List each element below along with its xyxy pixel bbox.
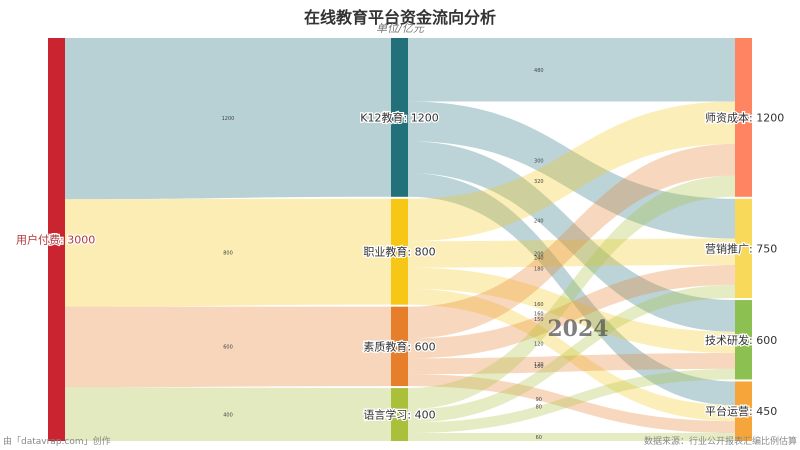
- sankey-link-label: 60: [536, 435, 542, 441]
- sankey-node-师资成本[interactable]: [735, 38, 752, 197]
- sankey-nodes: [48, 38, 752, 441]
- sankey-link-label: 800: [223, 250, 233, 256]
- sankey-link-语言学习-营销推广[interactable]: [408, 284, 735, 423]
- sankey-node-营销推广[interactable]: [735, 198, 752, 299]
- sankey-link-label: 320: [534, 179, 544, 185]
- sankey-node-label: 平台运营: 450: [705, 404, 777, 418]
- sankey-link-用户付费-语言学习[interactable]: [65, 387, 391, 441]
- sankey-node-label: 用户付费: 3000: [16, 233, 95, 247]
- footer-credit: 由「datavrap.com」创作: [3, 437, 111, 447]
- footer-source: 数据来源：行业公开报表汇编比例估算: [643, 437, 797, 447]
- sankey-link-label: 600: [223, 345, 233, 351]
- sankey-links: [65, 38, 735, 441]
- sankey-link-label: 240: [534, 255, 544, 261]
- sankey-node-label: 素质教育: 600: [363, 339, 435, 353]
- sankey-link-职业教育-营销推广[interactable]: [408, 238, 735, 268]
- sankey-node-label: K12教育: 1200: [360, 110, 438, 124]
- watermark-year: 2024: [547, 316, 608, 342]
- sankey-link-职业教育-师资成本[interactable]: [408, 101, 735, 242]
- sankey-link-职业教育-技术研发[interactable]: [408, 267, 735, 353]
- sankey-node-平台运营[interactable]: [735, 381, 752, 441]
- sankey-node-技术研发[interactable]: [735, 300, 752, 380]
- sankey-link-语言学习-技术研发[interactable]: [408, 368, 735, 434]
- sankey-link-label: 100: [534, 364, 544, 370]
- sankey-link-label: 200: [534, 251, 544, 257]
- sankey-node-素质教育[interactable]: [391, 306, 408, 387]
- sankey-link-用户付费-素质教育[interactable]: [65, 306, 391, 388]
- sankey-link-label: 90: [536, 397, 542, 403]
- sankey-link-语言学习-师资成本[interactable]: [408, 175, 735, 410]
- sankey-link-label: 80: [536, 404, 542, 410]
- sankey-node-用户付费[interactable]: [48, 38, 65, 441]
- sankey-node-语言学习[interactable]: [391, 388, 408, 441]
- sankey-link-label: 480: [534, 68, 544, 74]
- sankey-node-label: 技术研发: 600: [705, 333, 777, 347]
- sankey-link-label: 240: [534, 219, 544, 225]
- sankey-link-label: 160: [534, 312, 544, 318]
- sankey-node-K12教育[interactable]: [391, 38, 408, 197]
- sankey-node-label: 营销推广: 750: [705, 241, 777, 255]
- sankey-link-素质教育-技术研发[interactable]: [408, 352, 735, 375]
- sankey-link-label: 120: [534, 362, 544, 368]
- sankey-link-K12教育-师资成本[interactable]: [408, 38, 735, 102]
- sankey-node-label: 师资成本: 1200: [705, 110, 784, 124]
- sankey-link-用户付费-K12教育[interactable]: [65, 38, 391, 200]
- sankey-link-label: 160: [534, 302, 544, 308]
- sankey-link-K12教育-技术研发[interactable]: [408, 141, 735, 332]
- sankey-link-用户付费-职业教育[interactable]: [65, 198, 391, 307]
- sankey-node-职业教育[interactable]: [391, 198, 408, 305]
- sankey-link-label: 120: [534, 341, 544, 347]
- sankey-link-素质教育-师资成本[interactable]: [408, 143, 735, 339]
- sankey-link-label: 1200: [222, 116, 235, 122]
- sankey-link-素质教育-营销推广[interactable]: [408, 264, 735, 359]
- chart-subtitle: 单位/亿元: [376, 22, 424, 35]
- sankey-link-label: 150: [534, 317, 544, 323]
- sankey-node-labels: 用户付费: 3000 K12教育: 1200 职业教育: 800 素质教育: 600 语…: [15, 109, 786, 423]
- sankey-link-K12教育-平台运营[interactable]: [408, 172, 735, 406]
- sankey-link-label: 300: [534, 158, 544, 164]
- sankey-link-职业教育-平台运营[interactable]: [408, 288, 735, 422]
- sankey-link-label: 400: [223, 412, 233, 418]
- sankey-node-label: 语言学习: 400: [363, 408, 435, 422]
- chart-title: 在线教育平台资金流向分析: [303, 8, 496, 27]
- sankey-link-素质教育-平台运营[interactable]: [408, 374, 735, 434]
- sankey-link-label: 180: [534, 266, 544, 272]
- sankey-node-label: 职业教育: 800: [363, 245, 435, 259]
- sankey-link-语言学习-平台运营[interactable]: [408, 433, 735, 441]
- sankey-link-K12教育-营销推广[interactable]: [408, 101, 735, 239]
- sankey-link-labels: 1200 800 600 400 480 300 240 180 320 200 160 120 240…: [222, 68, 544, 441]
